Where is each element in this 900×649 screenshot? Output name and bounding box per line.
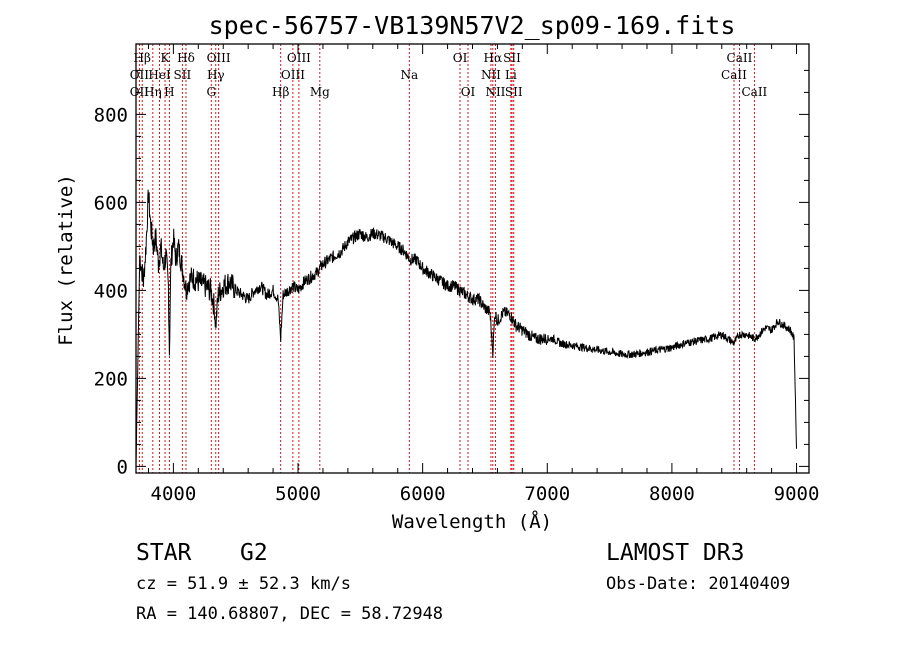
line-label: OIII: [207, 51, 231, 65]
line-label: Hδ: [177, 51, 195, 65]
line-label: Hα: [484, 51, 503, 65]
x-tick-label: 7000: [524, 483, 570, 505]
y-tick-label: 200: [94, 368, 128, 390]
line-label: G: [206, 85, 216, 99]
line-label: SII: [505, 85, 523, 99]
chart-title: spec-56757-VB139N57V2_sp09-169.fits: [209, 11, 736, 40]
axis-ticks: 4000 5000 6000 7000 8000 9000 0 200 400 600 800: [94, 44, 820, 505]
ra-dec: RA = 140.68807, DEC = 58.72948: [136, 604, 443, 624]
line-label: Hγ: [207, 68, 225, 82]
line-label: NII: [485, 85, 505, 99]
y-axis-label: Flux (relative): [55, 174, 77, 346]
line-label: SII: [174, 68, 192, 82]
line-label: NII: [481, 68, 501, 82]
line-label: CaII: [727, 51, 753, 65]
x-tick-label: 9000: [774, 483, 820, 505]
x-tick-label: 8000: [649, 483, 695, 505]
line-markers: [138, 44, 755, 473]
line-label: OIII: [287, 51, 311, 65]
obs-date: Obs-Date: 20140409: [606, 574, 790, 594]
y-tick-label: 0: [117, 456, 128, 478]
redshift-cz: cz = 51.9 ± 52.3 km/s: [136, 574, 351, 594]
line-label: Hβ: [272, 85, 289, 99]
line-label: Mg: [310, 85, 330, 99]
line-label: Li: [505, 68, 517, 82]
line-label: OI: [453, 51, 468, 65]
object-class: STAR: [136, 540, 192, 566]
line-label: OI: [461, 85, 476, 99]
line-label: H: [164, 85, 174, 99]
line-label: Hβ: [134, 51, 151, 65]
y-tick-label: 600: [94, 192, 128, 214]
x-tick-label: 5000: [275, 483, 321, 505]
line-label: OII: [130, 68, 150, 82]
object-subclass: G2: [240, 540, 268, 566]
line-label: Hη: [144, 85, 162, 99]
line-label: SII: [503, 51, 521, 65]
line-label: HeI: [148, 68, 171, 82]
y-tick-label: 400: [94, 280, 128, 302]
x-axis-label: Wavelength (Å): [392, 510, 552, 533]
x-tick-label: 6000: [400, 483, 446, 505]
y-tick-label: 800: [94, 104, 128, 126]
x-tick-label: 4000: [151, 483, 197, 505]
survey-name: LAMOST DR3: [606, 540, 744, 566]
line-label: CaII: [721, 68, 747, 82]
spectrum-series-line: [135, 189, 797, 467]
line-label: OIII: [281, 68, 305, 82]
line-label: CaII: [741, 85, 767, 99]
line-label: Na: [400, 68, 418, 82]
line-label: K: [161, 51, 171, 65]
plot-frame: [135, 43, 810, 474]
